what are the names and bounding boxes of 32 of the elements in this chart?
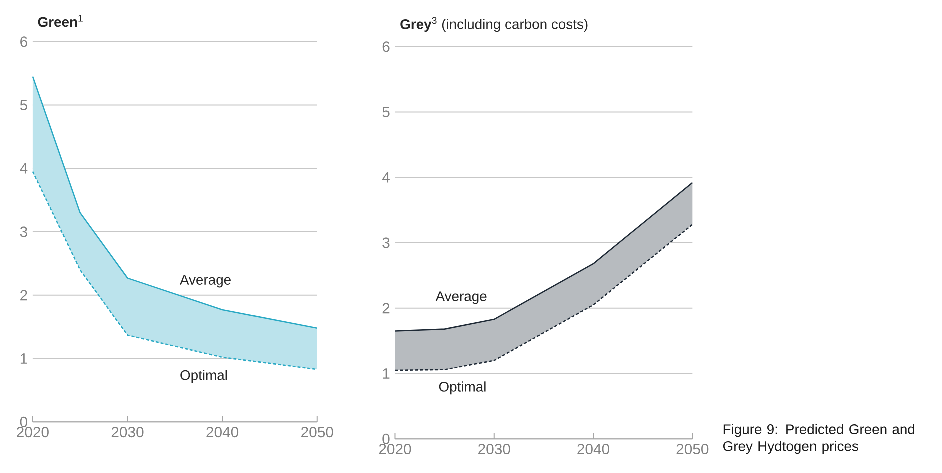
y-tick-label: 2 [20, 290, 28, 301]
y-tick-label: 5 [382, 107, 390, 118]
series-label: Optimal [439, 382, 486, 395]
series-label: Optimal [180, 370, 228, 383]
line-series [32, 171, 318, 370]
x-tick-label: 2050 [676, 444, 709, 455]
y-tick-label: 4 [382, 172, 390, 183]
x-tick-label: 2020 [379, 444, 412, 455]
x-tick-label: 2030 [112, 426, 144, 438]
x-tick-label: 2050 [302, 426, 334, 438]
y-tick-label: 0 [20, 416, 28, 428]
caption: Figure 9: Predicted Green and Grey Hydtogen prices [723, 424, 915, 454]
y-tick-label: 6 [382, 42, 390, 52]
y-tick-label: 0 [382, 434, 390, 444]
y-tick-label: 6 [20, 36, 28, 48]
y-tick-label: 5 [20, 100, 28, 110]
series-label: Average [180, 275, 231, 288]
x-tick-label: 2040 [578, 444, 610, 455]
series-label: Average [436, 292, 487, 304]
y-tick-label: 1 [20, 354, 28, 364]
y-tick-label: 2 [382, 303, 390, 314]
y-tick-label: 1 [383, 368, 390, 379]
x-tick-label: 2020 [17, 426, 49, 438]
chart-title: Grey$^{3}$ (including carbon costs) [400, 17, 588, 32]
line-series [394, 182, 694, 332]
y-tick-label: 3 [382, 238, 390, 248]
x-tick-label: 2040 [206, 426, 239, 438]
chart-title: Green$^{1}$ [38, 15, 83, 28]
x-tick-label: 2030 [478, 444, 510, 455]
line-series [394, 224, 694, 372]
y-tick-label: 3 [20, 226, 28, 238]
y-tick-label: 4 [20, 164, 28, 174]
